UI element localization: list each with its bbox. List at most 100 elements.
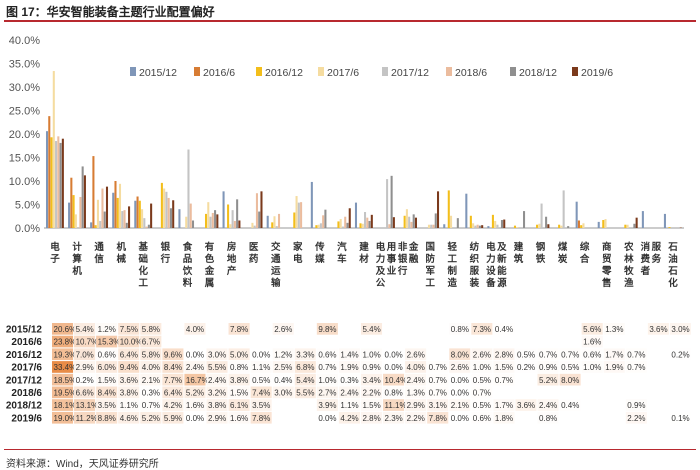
legend-swatch-2017/12 [382, 67, 388, 76]
svg-text:工: 工 [425, 278, 435, 289]
table-cell: 0.8% [451, 325, 469, 334]
bar-2018/6-食品饮料 [189, 203, 192, 228]
bar-2018/6-国防军工 [432, 224, 435, 228]
table-cell: 1.0% [583, 363, 601, 372]
table-cell-bg [96, 323, 118, 335]
bar-2016/12-钢铁 [536, 224, 539, 228]
svg-text:建: 建 [513, 241, 524, 253]
table-cell: 5.9% [164, 414, 182, 423]
bar-2017/12-电力设备及新能源 [496, 224, 499, 228]
svg-text:属: 属 [205, 278, 215, 289]
table-cell: 2.4% [340, 389, 358, 398]
table-cell: 1.0% [473, 363, 491, 372]
bar-2018/12-电力设备及新能源 [500, 220, 503, 228]
table-cell-bg [294, 348, 316, 361]
table-row-label-2018/12: 2018/12 [6, 401, 43, 412]
table-cell-bg [338, 386, 360, 399]
table-cell: 5.4% [76, 325, 94, 334]
table-cell-bg [206, 361, 228, 373]
table-cell: 23.8% [54, 338, 77, 347]
legend-label-2018/6: 2018/6 [455, 67, 487, 79]
legend-swatch-2015/12 [130, 67, 136, 76]
table-cell-bg [625, 348, 647, 361]
table-cell: 1.9% [605, 363, 623, 372]
bar-2016/6-基础化工 [136, 196, 139, 228]
table-cell-bg [96, 373, 118, 386]
bar-2016/12-银行 [160, 182, 163, 228]
bar-2018/12-房地产 [236, 199, 239, 228]
table-cell-bg [383, 399, 405, 411]
table-cell: 0.7% [429, 376, 447, 385]
bar-2018/6-非银行金融 [410, 221, 413, 228]
svg-text:信: 信 [94, 253, 104, 265]
table-cell-bg [360, 373, 383, 386]
table-cell: 3.6% [517, 401, 535, 410]
table-cell-bg [228, 373, 250, 386]
svg-text:新: 新 [497, 253, 507, 265]
table-cell: 0.0% [451, 376, 469, 385]
table-cell: 4.6% [120, 414, 138, 423]
table-cell: 5.2% [539, 376, 557, 385]
table-cell: 20.6% [54, 325, 77, 334]
table-cell-bg [140, 335, 162, 348]
table-cell-bg [184, 399, 206, 411]
table-cell: 2.4% [539, 401, 557, 410]
table-cell: 0.2% [76, 376, 94, 385]
y-tick-label: 0.0% [15, 223, 40, 235]
table-cell-bg [405, 411, 427, 424]
bar-2016/12-煤炭 [558, 224, 561, 228]
table-cell: 5.5% [296, 389, 314, 398]
bar-2015/12-机械 [112, 192, 115, 228]
bar-2017/6-综合 [582, 223, 585, 228]
chart-legend: 2015/12 2016/6 2016/12 2017/6 2017/12 2018/6 2… [130, 67, 613, 79]
table-cell: 2.2% [407, 414, 425, 423]
table-cell-bg [360, 399, 383, 411]
table-cell: 0.9% [539, 363, 557, 372]
bar-2015/12-建材 [354, 202, 358, 228]
y-tick-label: 30.0% [9, 82, 40, 94]
svg-text:车: 车 [337, 253, 347, 265]
svg-text:电: 电 [50, 241, 60, 253]
table-cell: 4.2% [164, 401, 182, 410]
category-label-钢铁: 钢铁 [536, 241, 546, 265]
category-label-传媒: 传媒 [314, 241, 325, 265]
table-cell-bg [272, 348, 294, 361]
bar-2018/6-房地产 [233, 220, 236, 228]
bar-2016/6-机械 [114, 181, 117, 228]
table-cell-bg [250, 348, 272, 361]
svg-text:媒: 媒 [314, 253, 325, 265]
bar-2018/6-通信 [101, 188, 104, 228]
bar-2018/12-电子 [59, 142, 62, 228]
table-cell-bg [647, 323, 669, 335]
bar-2016/12-家电 [293, 212, 296, 228]
table-cell: 5.4% [296, 376, 314, 385]
table-cell-bg [118, 361, 140, 373]
svg-text:售: 售 [602, 277, 612, 289]
table-cell-bg [515, 361, 537, 373]
table-cell-bg [338, 348, 360, 361]
table-cell-bg [250, 386, 272, 399]
table-cell-bg [118, 373, 140, 386]
figure-title: 图 17：华安智能装备主题行业配置偏好 [6, 5, 215, 19]
table-cell: 6.4% [120, 350, 138, 359]
bar-2018/12-非银行金融 [412, 214, 415, 228]
bar-2017/12-传媒 [319, 223, 322, 228]
table-cell: 1.6% [583, 338, 601, 347]
bar-2016/12-交通运输 [271, 222, 274, 228]
bar-2018/6-交通运输 [277, 213, 281, 228]
bar-2017/12-有色金属 [209, 216, 212, 228]
table-cell-bg [603, 361, 625, 373]
table-cell-bg [493, 399, 515, 411]
svg-text:有: 有 [205, 241, 215, 253]
table-cell: 7.8% [429, 414, 447, 423]
svg-text:化: 化 [139, 265, 149, 277]
svg-text:机: 机 [116, 241, 126, 253]
table-cell-bg [537, 399, 559, 411]
svg-text:银: 银 [398, 253, 408, 265]
table-cell-bg [272, 323, 294, 335]
table-cell: 0.5% [517, 350, 535, 359]
bar-2016/12-机械 [116, 197, 119, 228]
